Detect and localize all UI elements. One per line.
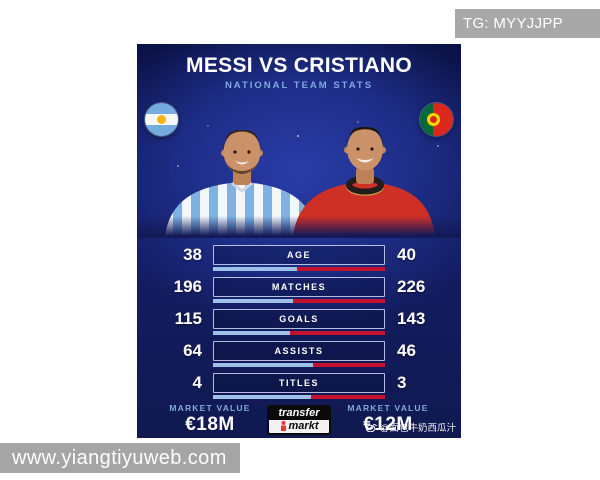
transfermarkt-logo-top: transfer [269,406,329,420]
stat-label: MATCHES [213,277,385,297]
stat-value-right: 3 [397,373,407,392]
stat-row-age: 38 AGE 40 [137,240,461,272]
argentina-flag-icon [145,103,178,136]
transfermarkt-logo-bottom: markt [269,419,329,433]
weibo-icon [365,423,377,432]
page-subtitle: NATIONAL TEAM STATS [224,80,374,91]
argentina-sun-icon [157,115,166,124]
stats-card: MESSI VS CRISTIANO NATIONAL TEAM STATS [137,44,461,438]
watermark: www.yiangtiyuweb.com [0,443,240,473]
stat-bar [213,299,385,303]
stat-row-matches: 196 MATCHES 226 [137,272,461,304]
market-value-section: MARKET VALUE €18M transfer markt MARKET … [137,400,461,436]
stat-value-left: 196 [173,277,202,296]
stat-bar [213,395,385,399]
stat-value-left: 115 [174,309,202,328]
card-header: MESSI VS CRISTIANO NATIONAL TEAM STATS [137,44,461,95]
weibo-credit: @面包牛奶西瓜汁 [365,420,456,434]
stats-table: 38 AGE 40 196 MATCHES 226 115 GOALS 143 … [137,237,461,400]
stat-row-goals: 115 GOALS 143 [137,304,461,336]
stat-label: TITLES [213,373,385,393]
stat-row-assists: 64 ASSISTS 46 [137,336,461,368]
transfermarkt-logo: transfer markt [267,404,331,435]
page-title: MESSI VS CRISTIANO [186,54,412,77]
telegram-handle-badge: TG: MYYJJPP [455,9,600,38]
market-value-amount: €12M [363,414,413,435]
stat-value-left: 38 [183,245,202,264]
stat-value-left: 4 [192,373,202,392]
stat-value-right: 143 [397,309,426,328]
stat-row-titles: 4 TITLES 3 [137,368,461,400]
photo-fade [137,216,461,238]
portugal-emblem-icon [426,113,440,126]
market-value-label: MARKET VALUE [347,403,429,413]
weibo-handle: @面包牛奶西瓜汁 [379,423,456,434]
portugal-flag-icon [420,103,453,136]
stat-bar [213,331,385,335]
market-value-amount: €18M [185,414,235,435]
stat-bar [213,267,385,271]
stat-label: ASSISTS [213,341,385,361]
transfermarkt-figure-icon [280,421,286,431]
stat-value-right: 226 [397,277,426,296]
market-value-left: MARKET VALUE €18M [153,403,267,436]
stat-label: AGE [213,245,385,265]
market-value-label: MARKET VALUE [169,403,251,413]
stat-value-left: 64 [183,341,202,360]
stat-value-right: 46 [397,341,416,360]
stat-value-right: 40 [397,245,416,264]
stat-label: GOALS [213,309,385,329]
stat-bar [213,363,385,367]
market-value-right: MARKET VALUE €12M [331,403,445,436]
players-photo-area [137,95,461,238]
